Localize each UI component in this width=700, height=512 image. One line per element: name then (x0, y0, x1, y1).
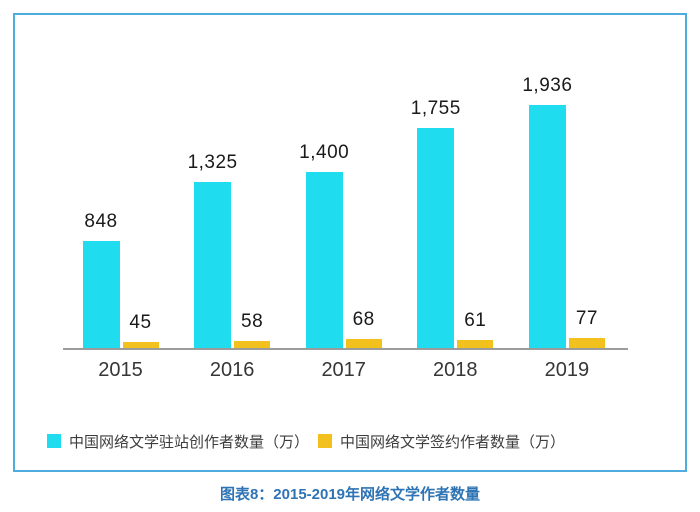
legend-label-resident-creators: 中国网络文学驻站创作者数量（万） (69, 433, 310, 451)
legend-item-resident-creators: 中国网络文学驻站创作者数量（万） (47, 432, 310, 451)
yellow-series-swatch-icon (318, 434, 332, 448)
cyan-series-swatch-icon (47, 434, 61, 448)
legend: 中国网络文学驻站创作者数量（万） 中国网络文学签约作者数量（万） (0, 432, 700, 451)
legend-item-signed-authors: 中国网络文学签约作者数量（万） (318, 432, 566, 451)
legend-label-signed-authors: 中国网络文学签约作者数量（万） (340, 433, 566, 451)
chart-caption: 图表8：2015-2019年网络文学作者数量 (219, 486, 481, 503)
chart-frame (13, 13, 687, 472)
